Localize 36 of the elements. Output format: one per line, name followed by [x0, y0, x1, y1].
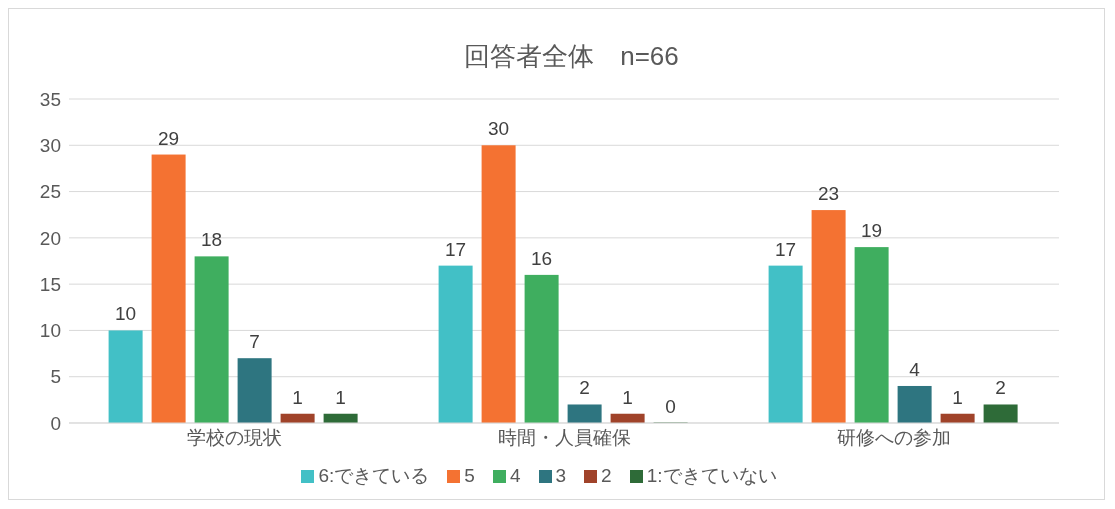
data-label: 29 — [158, 127, 180, 149]
legend-label: 4 — [508, 464, 521, 488]
x-tick-label: 研修への参加 — [837, 427, 951, 449]
data-label: 18 — [201, 229, 223, 251]
x-tick-label: 時間・人員確保 — [497, 427, 631, 449]
data-label: 16 — [531, 247, 553, 269]
legend-label: 6:できている — [317, 464, 430, 488]
y-tick-label: 20 — [39, 227, 61, 249]
data-label: 2 — [995, 377, 1006, 399]
data-label: 1 — [952, 386, 963, 408]
legend-label: 1:できていない — [645, 464, 777, 488]
data-label: 1 — [292, 386, 303, 408]
data-label: 10 — [115, 303, 137, 325]
chart-title: 回答者全体 n=66 — [463, 40, 680, 73]
y-tick-label: 30 — [39, 135, 61, 157]
data-label: 4 — [909, 358, 921, 380]
data-label: 1 — [622, 386, 633, 408]
data-label: 0 — [665, 396, 676, 417]
data-label: 7 — [249, 331, 260, 353]
data-label: 1 — [335, 386, 346, 408]
data-label: 2 — [579, 377, 590, 399]
legend-label: 2 — [600, 464, 612, 488]
y-tick-label: 5 — [50, 366, 61, 388]
y-tick-label: 15 — [39, 273, 61, 295]
y-tick-label: 10 — [39, 320, 61, 342]
x-tick-label: 学校の現状 — [186, 427, 282, 449]
data-label: 19 — [861, 220, 883, 242]
legend-label: 5 — [463, 464, 475, 488]
y-tick-label: 25 — [39, 181, 61, 203]
data-label: 17 — [775, 238, 797, 260]
data-label: 23 — [818, 183, 840, 205]
data-label: 30 — [488, 118, 510, 140]
y-tick-label: 35 — [39, 88, 61, 110]
legend-label: 3 — [554, 464, 567, 488]
data-label: 17 — [445, 238, 467, 260]
y-tick-label: 0 — [50, 412, 61, 434]
